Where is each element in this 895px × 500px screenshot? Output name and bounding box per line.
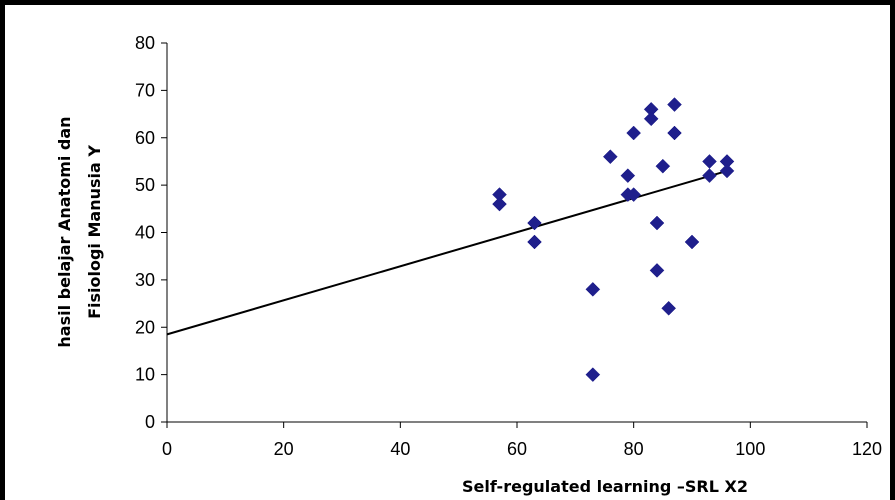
tick-labels: 0 10 20 30 40 50 60 70 80 0 20 40 60 80 100 120 — [135, 33, 882, 459]
data-point — [492, 196, 507, 212]
y-tick-label: 70 — [135, 80, 155, 100]
y-tick-label: 0 — [145, 412, 155, 432]
y-tick-label: 10 — [135, 365, 155, 385]
x-axis-title: Self-regulated learning –SRL X2 — [462, 477, 748, 496]
x-tick-label: 100 — [735, 439, 765, 459]
data-point — [667, 125, 682, 141]
y-tick-label: 40 — [135, 223, 155, 243]
y-axis-title-line-1: hasil belajar Anatomi dan — [55, 116, 74, 347]
data-point — [585, 367, 601, 382]
data-point — [527, 234, 542, 250]
x-tick-label: 80 — [624, 439, 644, 459]
data-point — [626, 187, 642, 202]
data-points — [492, 97, 735, 382]
y-axis-title-line-2: Fisiologi Manusia Y — [85, 145, 104, 319]
x-tick-label: 120 — [852, 439, 882, 459]
data-point — [667, 97, 682, 112]
data-point — [719, 163, 735, 179]
data-point — [649, 215, 665, 231]
y-tick-label: 30 — [135, 270, 155, 290]
trendline — [166, 169, 728, 336]
axes — [161, 42, 868, 428]
y-tick-label: 20 — [135, 317, 155, 337]
data-point — [649, 263, 665, 278]
data-point — [684, 234, 700, 250]
data-point — [602, 149, 618, 165]
data-point — [702, 154, 717, 169]
data-point — [527, 215, 542, 231]
data-point — [626, 125, 642, 141]
data-point — [661, 300, 677, 316]
data-point — [643, 111, 659, 127]
y-tick-label: 80 — [135, 33, 155, 53]
y-tick-label: 50 — [135, 175, 155, 195]
x-tick-label: 40 — [390, 439, 410, 459]
x-tick-label: 60 — [507, 439, 527, 459]
y-tick-label: 60 — [135, 128, 155, 148]
x-tick-label: 0 — [162, 439, 172, 459]
data-point — [585, 281, 601, 297]
data-point — [655, 158, 671, 174]
data-point — [620, 168, 636, 184]
x-tick-label: 20 — [274, 439, 294, 459]
data-point — [702, 168, 717, 184]
